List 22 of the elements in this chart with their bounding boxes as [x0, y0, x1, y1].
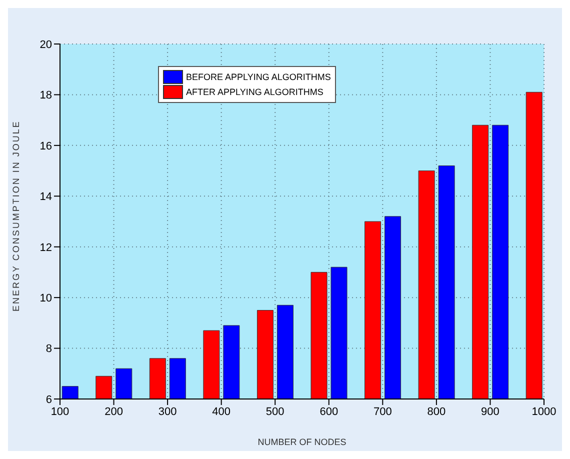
y-tick-label: 10 — [40, 292, 52, 304]
x-tick-label: 700 — [373, 406, 392, 418]
legend-label: BEFORE APPLYING ALGORITHMS — [186, 72, 331, 82]
x-tick-label: 800 — [427, 406, 446, 418]
x-tick-label: 500 — [266, 406, 284, 418]
y-tick-label: 12 — [40, 242, 52, 254]
x-tick-label: 900 — [481, 406, 500, 418]
x-axis-title: NUMBER OF NODES — [258, 437, 346, 447]
x-tick-label: 200 — [104, 406, 123, 418]
y-axis-title: ENERGY CONSUMPTION IN JOULE — [11, 120, 22, 312]
y-tick-label: 18 — [40, 90, 52, 102]
x-tick-label: 600 — [320, 406, 338, 418]
y-tick-label: 8 — [46, 343, 52, 356]
x-tick-label: 400 — [212, 406, 231, 418]
x-tick-label: 300 — [158, 406, 177, 418]
legend-label: AFTER APPLYING ALGORITHMS — [186, 87, 324, 97]
y-tick-label: 16 — [40, 140, 52, 152]
x-tick-label: 1000 — [532, 406, 556, 418]
y-tick-label: 6 — [46, 394, 52, 406]
y-tick-label: 14 — [40, 191, 52, 204]
x-tick-label: 100 — [50, 406, 70, 418]
y-tick-label: 20 — [40, 38, 52, 51]
